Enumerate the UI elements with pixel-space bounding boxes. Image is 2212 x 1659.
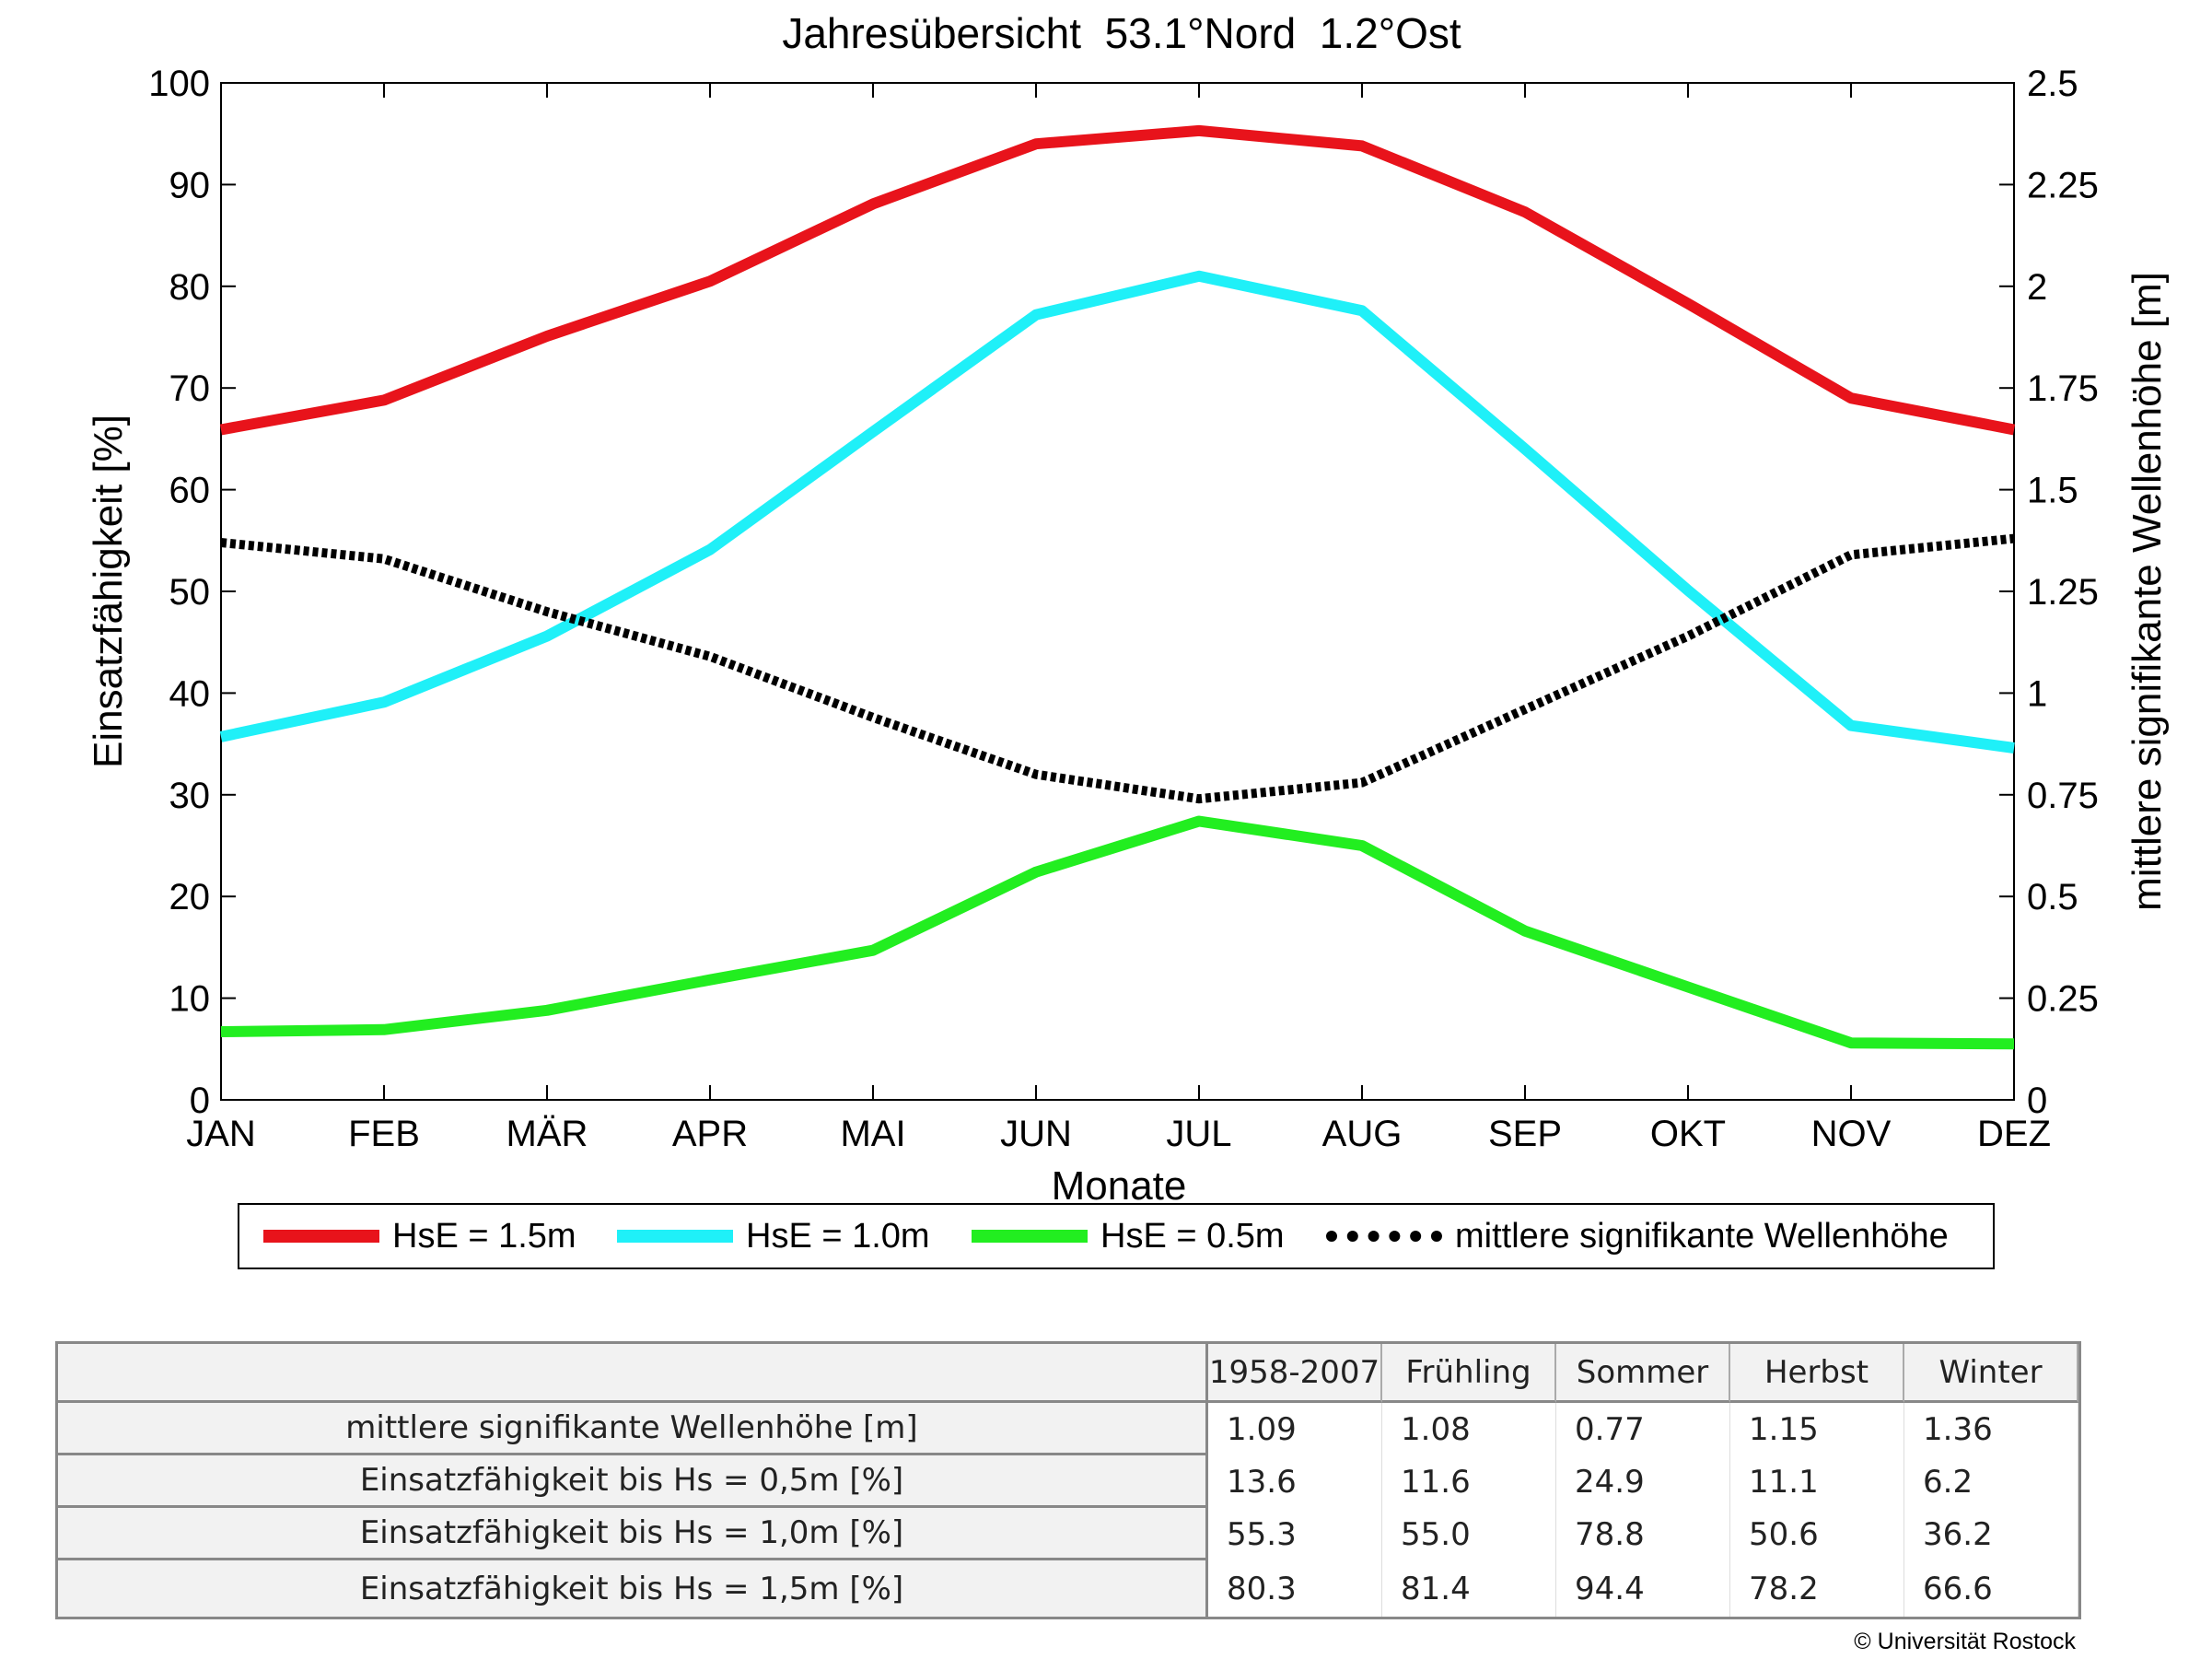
series-line-2 bbox=[220, 815, 2015, 1050]
y2-tick-label: 0.25 bbox=[2027, 979, 2099, 1020]
table-header-cell: Herbst bbox=[1730, 1344, 1904, 1403]
y-tick-label: 70 bbox=[169, 368, 211, 409]
y2-tick-label: 1.75 bbox=[2027, 368, 2099, 409]
table-header-cell: 1958-2007 bbox=[1208, 1344, 1382, 1403]
y-tick-label: 50 bbox=[169, 572, 211, 613]
y2-tick-label: 1.25 bbox=[2027, 572, 2099, 613]
table-row: Einsatzfähigkeit bis Hs = 1,5m [%] 80.3 … bbox=[58, 1560, 2078, 1617]
legend-item-hse-1-0: HsE = 1.0m bbox=[617, 1205, 930, 1268]
axis-ticks: JAN FEB MÄR APR MAI JUN JUL AUG SEP OKT NOV DEZ0102… bbox=[148, 64, 2099, 1154]
table-cell: 1.09 bbox=[1208, 1403, 1382, 1455]
y2-tick-label: 1 bbox=[2027, 673, 2047, 714]
y-tick-label: 0 bbox=[190, 1081, 210, 1121]
y-tick-label: 30 bbox=[169, 776, 211, 816]
x-tick-label: JUN bbox=[1000, 1114, 1072, 1154]
series-line-0 bbox=[219, 124, 2016, 436]
legend-label: HsE = 1.5m bbox=[392, 1216, 576, 1256]
table-cell: 24.9 bbox=[1556, 1455, 1730, 1508]
table-row-label: Einsatzfähigkeit bis Hs = 1,5m [%] bbox=[58, 1560, 1208, 1617]
series-line-3 bbox=[220, 533, 2015, 804]
y2-tick-label: 0 bbox=[2027, 1081, 2047, 1121]
y-tick-label: 90 bbox=[169, 165, 211, 205]
table-cell: 1.36 bbox=[1904, 1403, 2078, 1455]
data-lines bbox=[219, 124, 2016, 1050]
y-tick-label: 10 bbox=[169, 979, 211, 1020]
table-cell: 1.15 bbox=[1730, 1403, 1904, 1455]
table-row: Einsatzfähigkeit bis Hs = 1,0m [%] 55.3 … bbox=[58, 1508, 2078, 1560]
y-tick-label: 40 bbox=[169, 673, 211, 714]
x-tick-label: DEZ bbox=[1977, 1114, 2051, 1154]
table-cell: 80.3 bbox=[1208, 1560, 1382, 1617]
table-cell: 11.1 bbox=[1730, 1455, 1904, 1508]
table-header-cell: Frühling bbox=[1382, 1344, 1556, 1403]
chart-title: Jahresübersicht 53.1°Nord 1.2°Ost bbox=[782, 9, 1461, 57]
x-tick-label: NOV bbox=[1811, 1114, 1892, 1154]
y-tick-label: 100 bbox=[148, 64, 210, 104]
legend-swatch-red bbox=[263, 1230, 379, 1243]
table-cell: 55.0 bbox=[1382, 1508, 1556, 1560]
x-tick-label: APR bbox=[672, 1114, 748, 1154]
x-tick-label: FEB bbox=[348, 1114, 420, 1154]
table-row-label: Einsatzfähigkeit bis Hs = 0,5m [%] bbox=[58, 1455, 1208, 1508]
legend-label: HsE = 0.5m bbox=[1100, 1216, 1285, 1256]
y2-tick-label: 2.5 bbox=[2027, 64, 2078, 104]
table-row: Einsatzfähigkeit bis Hs = 0,5m [%] 13.6 … bbox=[58, 1455, 2078, 1508]
table-cell: 50.6 bbox=[1730, 1508, 1904, 1560]
table-cell: 55.3 bbox=[1208, 1508, 1382, 1560]
x-tick-label: JUL bbox=[1166, 1114, 1231, 1154]
x-tick-label: MAI bbox=[840, 1114, 905, 1154]
table-cell: 11.6 bbox=[1382, 1455, 1556, 1508]
table-header-row: 1958-2007 Frühling Sommer Herbst Winter bbox=[58, 1344, 2078, 1403]
y2-tick-label: 2.25 bbox=[2027, 165, 2099, 205]
legend-item-hse-0-5: HsE = 0.5m bbox=[972, 1205, 1285, 1268]
legend-label: mittlere signifikante Wellenhöhe bbox=[1455, 1216, 1949, 1256]
table-row-label: mittlere signifikante Wellenhöhe [m] bbox=[58, 1403, 1208, 1455]
table-cell: 78.8 bbox=[1556, 1508, 1730, 1560]
y2-tick-label: 0.5 bbox=[2027, 877, 2078, 917]
legend-label: HsE = 1.0m bbox=[746, 1216, 930, 1256]
table-header-cell: Winter bbox=[1904, 1344, 2078, 1403]
x-tick-label: MÄR bbox=[506, 1114, 588, 1154]
summary-table: 1958-2007 Frühling Sommer Herbst Winter … bbox=[55, 1341, 2081, 1619]
table-cell: 81.4 bbox=[1382, 1560, 1556, 1617]
y-axis-label: Einsatzfähigkeit [%] bbox=[86, 415, 131, 768]
y-tick-label: 80 bbox=[169, 267, 211, 308]
y2-tick-label: 0.75 bbox=[2027, 776, 2099, 816]
y2-tick-label: 1.5 bbox=[2027, 471, 2078, 511]
legend-swatch-cyan bbox=[617, 1230, 733, 1243]
x-tick-label: SEP bbox=[1488, 1114, 1562, 1154]
x-tick-label: JAN bbox=[186, 1114, 256, 1154]
table-cell: 94.4 bbox=[1556, 1560, 1730, 1617]
legend-item-hse-1-5: HsE = 1.5m bbox=[263, 1205, 576, 1268]
table-cell: 1.08 bbox=[1382, 1403, 1556, 1455]
table-cell: 36.2 bbox=[1904, 1508, 2078, 1560]
x-tick-label: AUG bbox=[1322, 1114, 1403, 1154]
table-cell: 78.2 bbox=[1730, 1560, 1904, 1617]
table-corner-cell bbox=[58, 1344, 1208, 1403]
y-tick-label: 60 bbox=[169, 471, 211, 511]
legend-item-wave-height: mittlere signifikante Wellenhöhe bbox=[1326, 1205, 1949, 1268]
y2-axis-label: mittlere signifikante Wellenhöhe [m] bbox=[2125, 272, 2170, 911]
table-cell: 6.2 bbox=[1904, 1455, 2078, 1508]
series-line-1 bbox=[219, 270, 2015, 754]
legend-swatch-dotted bbox=[1326, 1231, 1442, 1242]
table-row: mittlere signifikante Wellenhöhe [m] 1.0… bbox=[58, 1403, 2078, 1455]
plot-area bbox=[220, 82, 2015, 1101]
x-tick-label: OKT bbox=[1650, 1114, 1726, 1154]
table-cell: 0.77 bbox=[1556, 1403, 1730, 1455]
y2-tick-label: 2 bbox=[2027, 267, 2047, 308]
table-header-cell: Sommer bbox=[1556, 1344, 1730, 1403]
y-tick-label: 20 bbox=[169, 877, 211, 917]
copyright-notice: © Universität Rostock bbox=[1854, 1629, 2076, 1654]
table-cell: 66.6 bbox=[1904, 1560, 2078, 1617]
x-axis-label: Monate bbox=[1052, 1163, 1187, 1209]
table-cell: 13.6 bbox=[1208, 1455, 1382, 1508]
legend: HsE = 1.5m HsE = 1.0m HsE = 0.5m mittler… bbox=[238, 1203, 1995, 1269]
table-row-label: Einsatzfähigkeit bis Hs = 1,0m [%] bbox=[58, 1508, 1208, 1560]
legend-swatch-green bbox=[972, 1230, 1088, 1243]
